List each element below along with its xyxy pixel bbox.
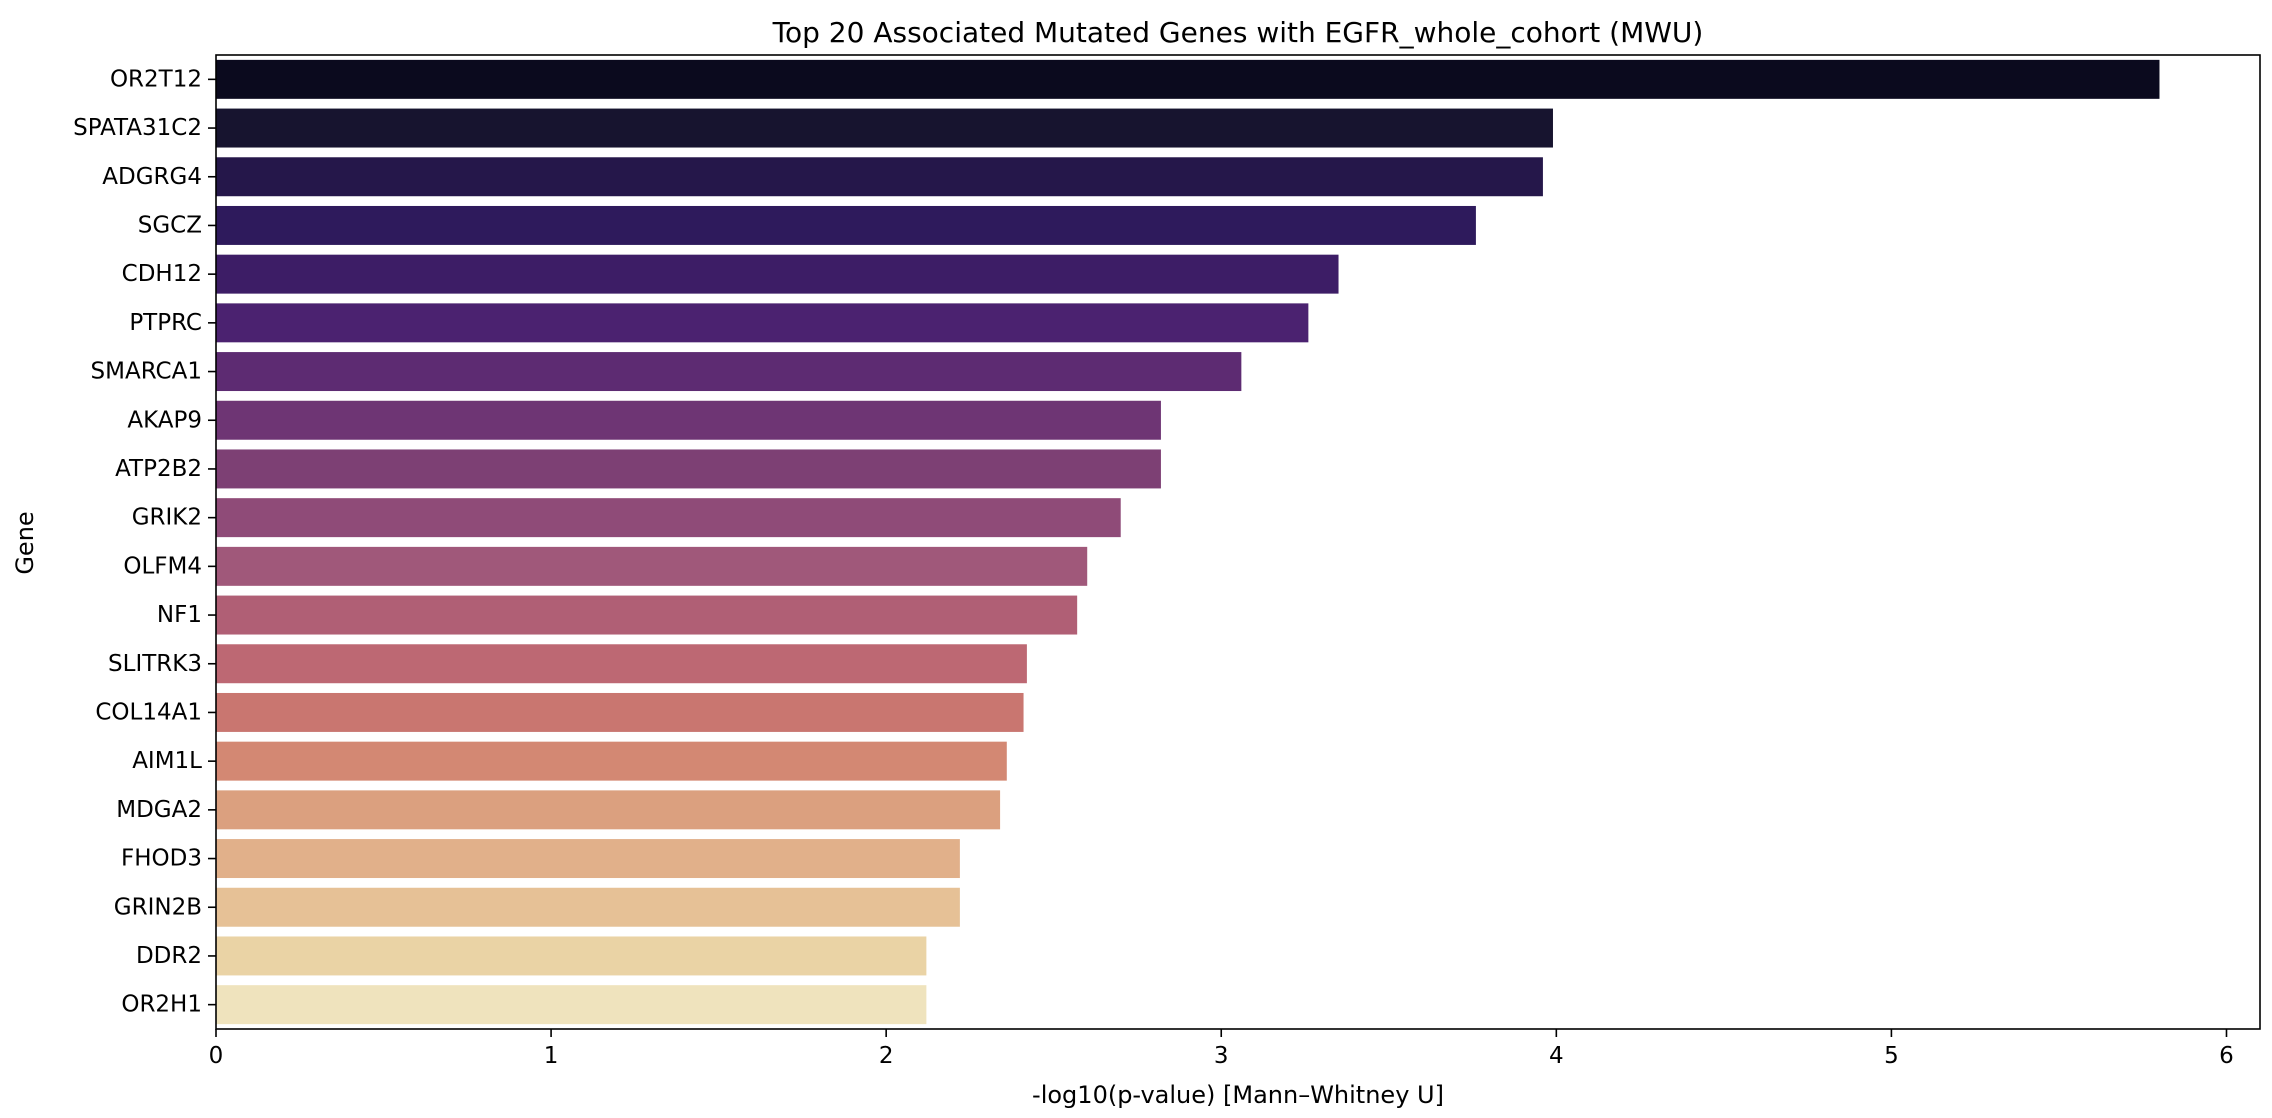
y-tick-label: PTPRC [129, 310, 202, 336]
x-tick-label: 2 [879, 1043, 894, 1069]
bar-grin2b [216, 887, 960, 927]
bar-aim1l [216, 741, 1007, 781]
bar-sgcz [216, 205, 1476, 245]
y-tick-label: NF1 [157, 602, 202, 628]
y-axis: OR2T12 SPATA31C2 ADGRG4 SGCZ CDH12 PTPRC SMARC… [73, 66, 216, 1018]
y-tick-label: SGCZ [138, 212, 202, 238]
bar-ptprc [216, 303, 1309, 343]
bar-or2t12 [216, 59, 2160, 99]
y-tick-label: OLFM4 [123, 553, 202, 579]
y-tick-label: OR2T12 [110, 66, 202, 92]
bar-ddr2 [216, 936, 927, 976]
y-tick-label: FHOD3 [121, 846, 202, 872]
y-tick-label: AKAP9 [127, 407, 202, 433]
chart-title: Top 20 Associated Mutated Genes with EGF… [772, 16, 1704, 49]
y-tick-label: ADGRG4 [102, 164, 202, 190]
x-axis-label: -log10(p-value) [Mann–Whitney U] [1032, 1081, 1444, 1109]
bar-col14a1 [216, 692, 1024, 732]
y-tick-label: GRIK2 [132, 505, 202, 531]
y-tick-label: COL14A1 [95, 699, 202, 725]
bar-nf1 [216, 595, 1078, 635]
plot-frame [215, 54, 2261, 1030]
y-tick-label: CDH12 [122, 261, 202, 287]
y-tick-label: SLITRK3 [108, 651, 202, 677]
y-tick-label: SPATA31C2 [73, 115, 202, 141]
x-tick-label: 5 [1884, 1043, 1899, 1069]
y-tick-label: OR2H1 [121, 992, 202, 1018]
bar-cdh12 [216, 254, 1339, 294]
bar-fhod3 [216, 839, 960, 879]
x-tick-label: 0 [209, 1043, 224, 1069]
bar-grik2 [216, 498, 1121, 538]
y-tick-label: GRIN2B [114, 894, 202, 920]
y-axis-label: Gene [11, 511, 39, 574]
y-tick-label: MDGA2 [116, 797, 202, 823]
y-tick-label: ATP2B2 [115, 456, 202, 482]
x-tick-label: 4 [1549, 1043, 1564, 1069]
bar-adgrg4 [216, 157, 1543, 197]
y-tick-label: DDR2 [136, 943, 202, 969]
bar-mdga2 [216, 790, 1001, 830]
x-axis: 0 1 2 3 4 5 6 [209, 1029, 2234, 1069]
bar-spata31c2 [216, 108, 1553, 148]
bar-atp2b2 [216, 449, 1161, 489]
x-tick-label: 3 [1214, 1043, 1229, 1069]
x-tick-label: 1 [544, 1043, 559, 1069]
y-tick-label: SMARCA1 [91, 359, 202, 385]
y-tick-label: AIM1L [132, 748, 202, 774]
bar-slitrk3 [216, 644, 1027, 684]
x-tick-label: 6 [2219, 1043, 2234, 1069]
bar-akap9 [216, 400, 1161, 440]
bar-olfm4 [216, 546, 1088, 586]
bar-smarca1 [216, 352, 1242, 392]
bars-group [216, 59, 2160, 1025]
bar-or2h1 [216, 985, 927, 1025]
